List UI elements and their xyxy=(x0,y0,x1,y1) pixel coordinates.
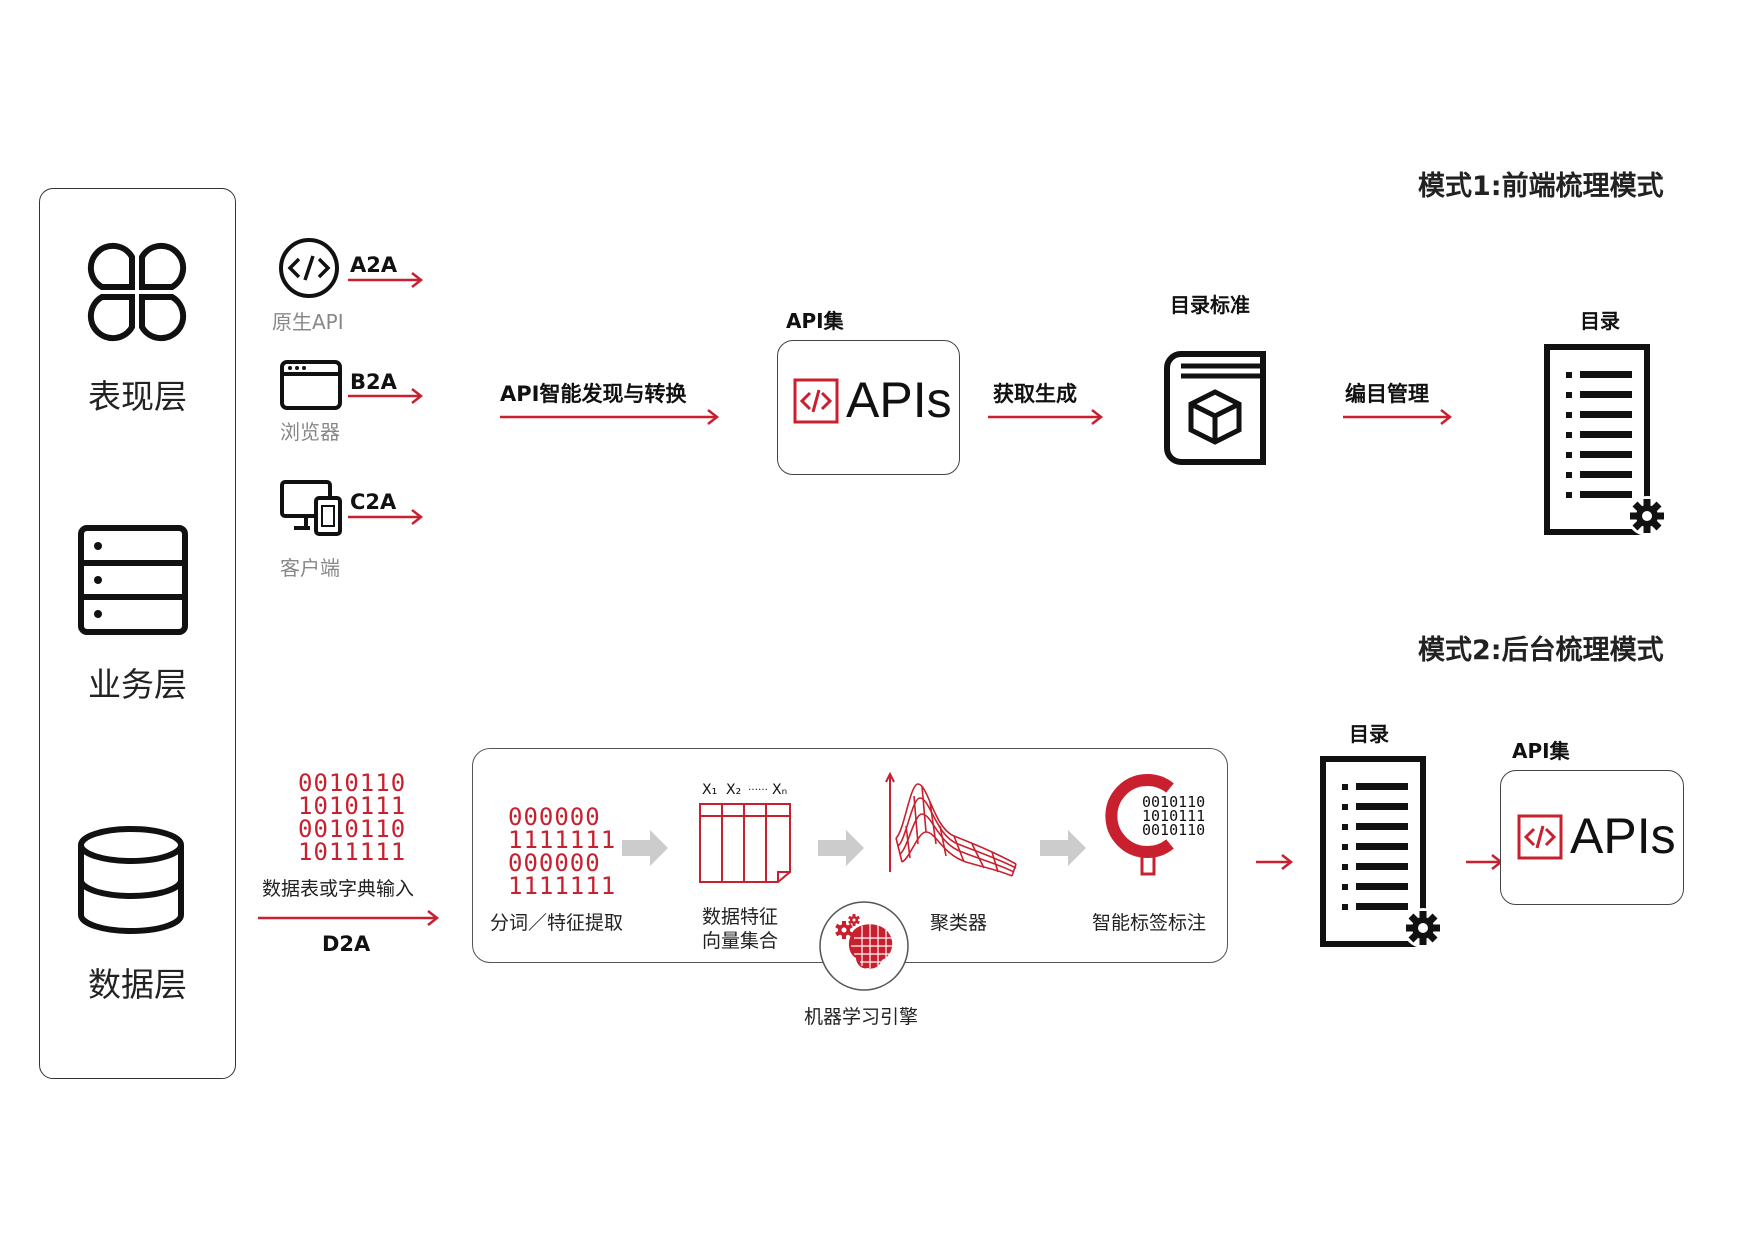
devices-icon xyxy=(280,480,342,536)
arrow-to-catalog-mode2 xyxy=(1256,854,1294,870)
binary-line: 000000 xyxy=(508,849,601,877)
arrow-b2a xyxy=(348,388,424,404)
browser-window-icon xyxy=(280,360,342,410)
binary-line: 1011111 xyxy=(298,838,407,866)
source-a2a-sub: 原生API xyxy=(272,310,344,334)
catalog-settings-icon-mode2 xyxy=(1320,756,1443,948)
book-cube-icon xyxy=(1164,351,1266,465)
source-a2a-label: A2A xyxy=(350,253,398,277)
clover-icon xyxy=(87,242,187,342)
binary-line: 0010110 xyxy=(1142,793,1206,811)
layers-panel xyxy=(39,188,236,1079)
code-square-icon xyxy=(793,378,839,424)
apiset-caption-mode2: API集 xyxy=(1512,739,1570,763)
apiset-caption-mode1: API集 xyxy=(786,309,844,333)
step-catalog-management: 编目管理 xyxy=(1345,382,1429,406)
tag-magnifier-icon xyxy=(1105,774,1174,876)
catalog-settings-icon xyxy=(1544,344,1667,536)
apis-text-mode2: APIs xyxy=(1570,808,1676,864)
catalog-standard-caption: 目录标准 xyxy=(1170,293,1250,317)
binary-line: 0010110 xyxy=(298,769,407,797)
arrow-c2a xyxy=(348,509,424,525)
source-b2a-label: B2A xyxy=(350,370,397,394)
apiset-card-mode2 xyxy=(1500,770,1684,905)
source-d2a-label: D2A xyxy=(322,932,371,956)
ml-engine-label: 机器学习引擎 xyxy=(804,1006,919,1028)
vector-header-x1: X₁ xyxy=(702,782,718,798)
gray-arrow-2 xyxy=(818,830,864,866)
layer-label-data: 数据层 xyxy=(88,965,187,1004)
mode2-title: 模式2:后台梳理模式 xyxy=(1418,635,1664,666)
layer-label-presentation: 表现层 xyxy=(88,377,187,416)
code-circle-icon xyxy=(279,238,339,298)
arrow-step2 xyxy=(988,409,1104,425)
arrow-step1 xyxy=(500,409,720,425)
binary-line: 1111111 xyxy=(508,872,617,900)
catalog-caption-mode1: 目录 xyxy=(1580,309,1620,333)
vector-label-line2: 向量集合 xyxy=(702,930,779,952)
vector-header-dots: …… xyxy=(748,782,768,793)
source-binary-block: 0010110 1010111 0010110 1011111 xyxy=(298,769,407,866)
binary-line: 0010110 xyxy=(1142,821,1206,839)
binary-line: 000000 xyxy=(508,803,601,831)
binary-line: 1010111 xyxy=(298,792,407,820)
source-c2a-sub: 客户端 xyxy=(280,556,340,580)
source-input-label: 数据表或字典输入 xyxy=(262,878,415,900)
arrow-d2a xyxy=(258,910,440,926)
code-square-icon-mode2 xyxy=(1517,814,1563,860)
step-fetch-generate: 获取生成 xyxy=(993,382,1077,406)
source-b2a-sub: 浏览器 xyxy=(280,420,340,444)
server-icon xyxy=(78,525,188,635)
binary-line: 1111111 xyxy=(508,826,617,854)
layer-label-business: 业务层 xyxy=(88,665,187,704)
cluster-surface-icon xyxy=(885,771,1017,877)
binary-line: 1010111 xyxy=(1142,807,1206,825)
apis-text-mode1: APIs xyxy=(846,372,952,428)
mode1-title: 模式1:前端梳理模式 xyxy=(1418,171,1664,202)
binary-line: 0010110 xyxy=(298,815,407,843)
tag-binary-block: 0010110 1010111 0010110 xyxy=(1142,793,1206,839)
cluster-label: 聚类器 xyxy=(930,912,988,934)
arrow-step3 xyxy=(1343,409,1453,425)
step-discover-convert: API智能发现与转换 xyxy=(500,382,687,406)
tokenize-binary-block: 000000 1111111 000000 1111111 xyxy=(508,803,617,900)
arrow-a2a xyxy=(348,272,424,288)
gray-arrow-1 xyxy=(622,830,668,866)
ml-engine-brain-icon xyxy=(819,901,909,991)
tag-label: 智能标签标注 xyxy=(1092,912,1207,934)
tokenize-label: 分词／特征提取 xyxy=(490,912,624,934)
database-icon xyxy=(78,826,184,934)
vector-label-line1: 数据特征 xyxy=(702,906,779,928)
vector-matrix-icon xyxy=(699,803,791,883)
gray-arrow-3 xyxy=(1040,830,1086,866)
vector-header-xn: Xₙ xyxy=(772,782,788,798)
catalog-caption-mode2: 目录 xyxy=(1349,722,1389,746)
source-c2a-label: C2A xyxy=(350,490,397,514)
vector-header-x2: X₂ xyxy=(726,782,742,798)
